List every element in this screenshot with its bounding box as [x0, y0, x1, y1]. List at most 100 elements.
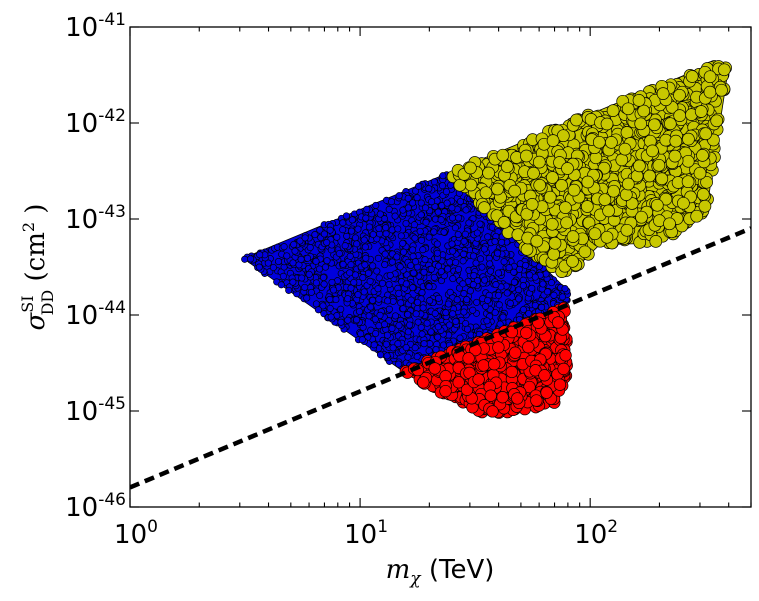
series-1-point [369, 296, 377, 304]
series-3-point [634, 117, 648, 131]
series-1-point [439, 172, 447, 180]
series-3-point [620, 223, 634, 237]
series-3-point [592, 135, 606, 149]
series-3-point [556, 129, 570, 143]
series-1-point [519, 282, 527, 290]
series-1-point [411, 258, 420, 266]
series-1-point [316, 291, 324, 300]
series-3-point [717, 63, 731, 77]
series-1-point [558, 293, 567, 301]
series-1-point [301, 283, 309, 291]
series-1-point [410, 269, 418, 277]
series-3-point [600, 117, 614, 131]
y-tick-label: 10-44 [65, 298, 126, 331]
series-2-point [439, 384, 452, 398]
series-3-point [669, 134, 683, 148]
series-1-point [495, 291, 503, 299]
series-1-point [374, 254, 382, 262]
series-1-point [425, 283, 433, 291]
series-1-point [357, 330, 365, 338]
series-1-point [445, 321, 453, 329]
series-1-point [348, 216, 356, 224]
series-1-point [404, 204, 412, 212]
series-1-point [397, 299, 405, 307]
series-1-point [376, 351, 385, 359]
series-1-point [285, 286, 293, 294]
series-1-point [413, 353, 421, 361]
series-1-point [510, 268, 518, 276]
series-3-point [621, 177, 635, 191]
series-2-point [538, 369, 551, 382]
series-2-point [553, 378, 567, 391]
series-1-point [427, 328, 435, 336]
series-1-point [495, 301, 503, 309]
series-3-point [477, 201, 491, 214]
series-3-point [663, 117, 677, 131]
series-3-point [668, 149, 682, 163]
series-1-point [444, 265, 452, 273]
series-1-point [400, 248, 408, 256]
series-1-point [410, 221, 418, 229]
series-1-point [486, 260, 494, 268]
series-1-point [326, 304, 334, 312]
series-1-point [470, 271, 478, 280]
series-1-point [446, 258, 454, 266]
series-2-point [520, 326, 533, 340]
series-1-point [417, 199, 425, 207]
series-1-points [241, 171, 572, 371]
series-3-point [464, 161, 477, 175]
series-2-point [452, 376, 465, 389]
series-1-point [547, 279, 556, 287]
series-1-point [494, 269, 503, 277]
series-3-point [555, 179, 568, 192]
series-1-point [442, 309, 450, 317]
series-3-point [606, 104, 620, 117]
series-1-point [404, 310, 412, 319]
series-1-point [473, 298, 481, 306]
series-3-point [581, 175, 595, 189]
series-1-point [380, 320, 389, 328]
y-tick-label: 10-43 [65, 202, 126, 235]
line-layer [130, 226, 751, 490]
series-1-point [384, 297, 392, 305]
series-3-point [580, 200, 594, 213]
series-1-point [388, 258, 396, 266]
series-1-point [381, 261, 389, 269]
series-1-point [448, 214, 457, 222]
series-1-point [494, 249, 502, 257]
series-1-point [506, 299, 514, 307]
series-1-point [365, 223, 373, 231]
series-1-point [434, 333, 442, 341]
series-1-point [375, 295, 383, 303]
series-1-point [354, 291, 362, 299]
series-1-point [320, 230, 328, 238]
series-1-point [326, 226, 334, 234]
series-1-point [503, 289, 511, 297]
series-1-point [409, 284, 417, 292]
series-1-point [367, 303, 375, 311]
series-2-point [505, 365, 518, 379]
series-1-point [444, 300, 453, 308]
series-1-point [426, 297, 434, 305]
x-axis-label: mχ (TeV) [386, 555, 495, 589]
series-1-point [372, 201, 380, 209]
series-3-point [685, 70, 699, 83]
series-1-point [241, 255, 249, 263]
series-1-point [451, 224, 459, 232]
series-1-point [452, 258, 460, 266]
series-1-point [448, 240, 456, 248]
series-3-point [600, 230, 614, 244]
series-1-point [306, 243, 314, 252]
series-2-point [417, 376, 430, 389]
series-1-point [385, 280, 393, 289]
series-1-point [365, 312, 373, 320]
series-1-point [404, 328, 412, 336]
series-1-point [420, 268, 428, 276]
series-1-point [515, 295, 523, 303]
series-1-point [476, 220, 484, 228]
y-tick-label: 10-42 [65, 106, 126, 139]
series-1-point [361, 261, 369, 269]
series-1-point [329, 286, 338, 294]
series-1-point [321, 263, 330, 271]
series-1-point [438, 182, 447, 190]
